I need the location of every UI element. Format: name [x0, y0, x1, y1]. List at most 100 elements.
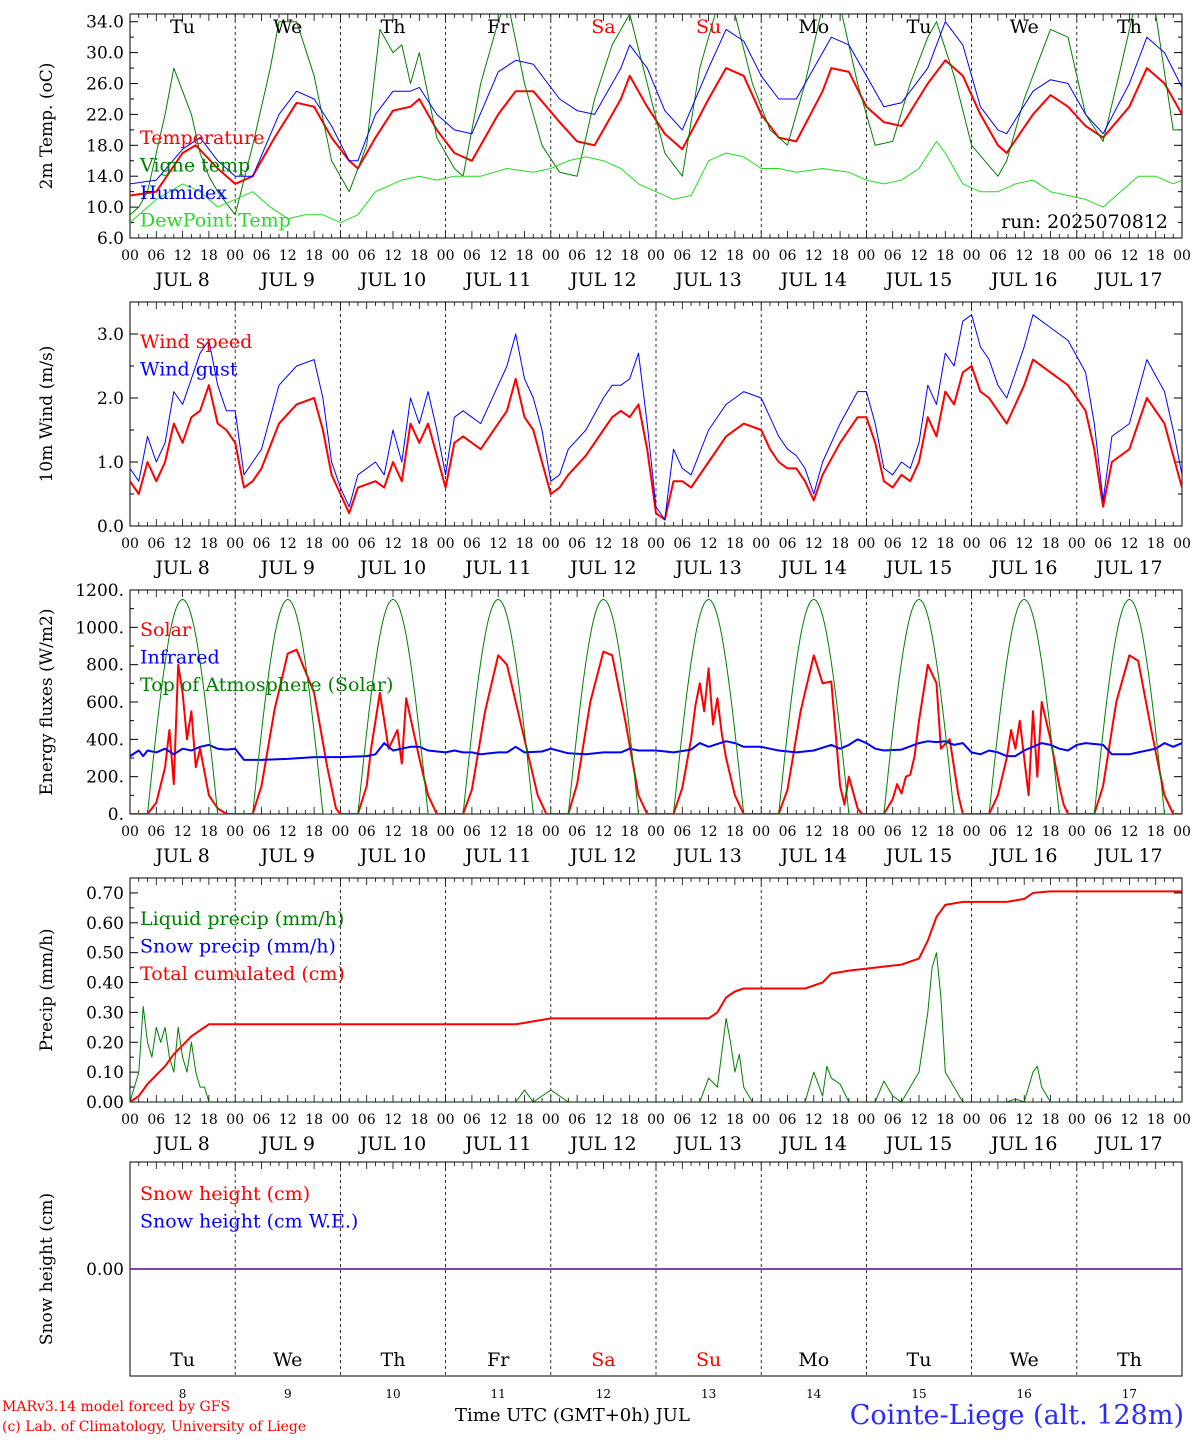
x-hour-label: 12 [805, 248, 823, 264]
x-hour-label: 06 [253, 824, 271, 840]
x-hour-label: 12 [594, 536, 612, 552]
x-day-label: JUL 13 [673, 269, 741, 291]
x-hour-label: 06 [884, 536, 902, 552]
x-hour-label: 06 [463, 248, 481, 264]
x-hour-label: 18 [516, 536, 534, 552]
y-tick-label: 2.0 [97, 389, 124, 409]
x-hour-label: 18 [621, 248, 639, 264]
day-number-label: 8 [179, 1387, 187, 1400]
x-hour-label: 12 [805, 1112, 823, 1128]
day-number-label: 13 [701, 1387, 716, 1400]
snow-panel: 0.00 Snow height (cm) Snow height (cm) Snow… [37, 1161, 1183, 1401]
x-hour-label: 06 [989, 1112, 1007, 1128]
x-hour-label: 00 [752, 248, 770, 264]
x-hour-label: 18 [936, 536, 954, 552]
x-hour-label: 06 [253, 1112, 271, 1128]
x-hour-label: 12 [805, 824, 823, 840]
x-hour-label: 06 [147, 536, 165, 552]
x-hour-label: 18 [831, 824, 849, 840]
x-hour-label: 12 [700, 248, 718, 264]
x-day-label: JUL 17 [1094, 845, 1162, 867]
x-hour-label: 12 [279, 248, 297, 264]
x-hour-label: 06 [1094, 1112, 1112, 1128]
y-tick-label: 18.0 [86, 136, 124, 156]
series-humidex [130, 21, 1182, 185]
x-hour-label: 06 [147, 1112, 165, 1128]
x-hour-label: 00 [1068, 824, 1086, 840]
y-tick-label: 0.60 [86, 914, 124, 934]
energy-panel: 0. 200. 400. 600. 800. 1000. 1200. Energy fluxe… [37, 581, 1191, 867]
x-hour-label: 18 [621, 536, 639, 552]
x-day-label: JUL 16 [989, 557, 1057, 579]
x-hour-label: 00 [331, 824, 349, 840]
x-day-label: JUL 11 [463, 269, 531, 291]
x-hour-label: 00 [437, 248, 455, 264]
y-tick-label: 22.0 [86, 105, 124, 125]
x-day-label: JUL 9 [259, 845, 315, 867]
wind-panel: 0.0 1.0 2.0 3.0 10m Wind (m/s) Wind speed Wind… [37, 301, 1191, 579]
x-day-label: JUL 8 [153, 845, 209, 867]
x-hour-label: 12 [174, 536, 192, 552]
x-hour-label: 12 [1120, 536, 1138, 552]
x-hour-label: 00 [226, 536, 244, 552]
x-day-label: JUL 12 [568, 845, 636, 867]
x-hour-label: 12 [700, 536, 718, 552]
x-hour-label: 00 [963, 536, 981, 552]
x-hour-label: 00 [1173, 248, 1191, 264]
weekday-label: Fr [487, 16, 510, 38]
weekday-label: Tu [907, 1349, 932, 1371]
x-hour-label: 06 [1094, 536, 1112, 552]
x-hour-label: 00 [542, 1112, 560, 1128]
x-hour-label: 06 [884, 1112, 902, 1128]
x-day-label: JUL 14 [779, 845, 847, 867]
x-hour-label: 00 [752, 1112, 770, 1128]
x-hour-label: 12 [279, 824, 297, 840]
energy-frame [129, 589, 1183, 815]
legend-entry: Liquid precip (mm/h) [140, 908, 344, 930]
y-tick-label: 0.70 [86, 884, 124, 904]
x-hour-label: 00 [963, 1112, 981, 1128]
series-liquid-precip-mm-h- [130, 952, 1182, 1102]
day-number-label: 11 [491, 1387, 506, 1400]
day-number-label: 14 [806, 1387, 822, 1400]
y-axis-label: 10m Wind (m/s) [37, 346, 57, 483]
x-hour-label: 00 [752, 536, 770, 552]
x-hour-label: 06 [568, 536, 586, 552]
x-hour-label: 12 [384, 824, 402, 840]
x-axis-title: Time UTC (GMT+0h) JUL [455, 1405, 690, 1426]
series-solar [130, 648, 1182, 814]
y-tick-label: 0.00 [86, 1093, 124, 1113]
x-hour-label: 18 [305, 536, 323, 552]
y-axis-label: 2m Temp. (oC) [37, 63, 57, 190]
y-tick-label: 400. [86, 730, 124, 750]
x-hour-label: 00 [121, 536, 139, 552]
x-hour-label: 06 [1094, 248, 1112, 264]
x-day-label: JUL 14 [779, 1133, 847, 1155]
x-hour-label: 18 [621, 1112, 639, 1128]
precip-panel: 0.00 0.10 0.20 0.30 0.40 0.50 0.60 0.70 Precip (… [37, 877, 1191, 1155]
model-credit: MARv3.14 model forced by GFS [2, 1399, 231, 1415]
x-hour-label: 12 [700, 824, 718, 840]
x-hour-label: 06 [1094, 824, 1112, 840]
series-wind-gust [130, 314, 1182, 521]
weekday-label: Tu [907, 16, 932, 38]
x-day-label: JUL 12 [568, 557, 636, 579]
x-day-label: JUL 16 [989, 845, 1057, 867]
x-day-label: JUL 8 [153, 557, 209, 579]
legend-entry: Temperature [140, 127, 264, 149]
energy-series [130, 598, 1182, 814]
x-hour-label: 18 [726, 1112, 744, 1128]
y-tick-label: 0.30 [86, 1003, 124, 1023]
x-hour-label: 06 [147, 248, 165, 264]
x-hour-label: 18 [410, 824, 428, 840]
x-hour-label: 00 [542, 248, 560, 264]
x-hour-label: 18 [305, 824, 323, 840]
x-hour-label: 18 [516, 824, 534, 840]
x-hour-label: 12 [489, 248, 507, 264]
weekday-label: Th [1117, 1349, 1142, 1371]
x-hour-label: 00 [121, 248, 139, 264]
series-top-of-atmosphere-solar- [130, 598, 1182, 814]
x-day-label: JUL 9 [259, 269, 315, 291]
x-hour-label: 00 [963, 824, 981, 840]
x-hour-label: 00 [857, 536, 875, 552]
